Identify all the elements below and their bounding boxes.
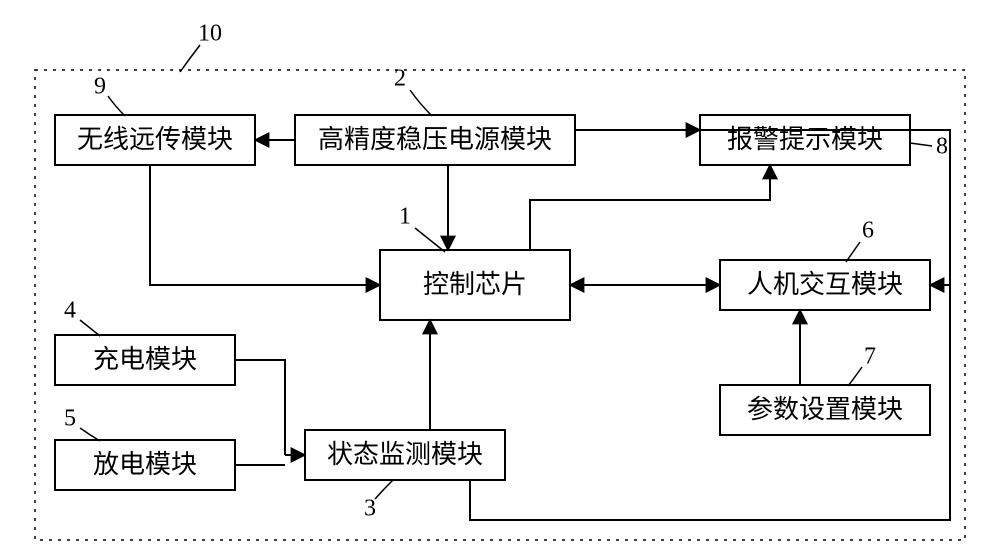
leader-n2-num: 2 (394, 66, 406, 92)
leader-n9-num: 9 (94, 74, 106, 100)
leader-outer (180, 45, 200, 72)
leader-n3 (375, 480, 393, 499)
leader-n6-num: 6 (862, 218, 874, 244)
node-n6-label: 人机交互模块 (747, 270, 903, 299)
node-n5-label: 放电模块 (93, 450, 197, 479)
node-n3-label: 状态监测模块 (327, 440, 483, 469)
leader-n4 (80, 320, 100, 336)
node-n2-label: 高精度稳压电源模块 (318, 125, 552, 154)
leader-n5-num: 5 (64, 406, 76, 432)
node-n7-label: 参数设置模块 (747, 395, 903, 424)
leader-n1 (415, 228, 445, 252)
leader-n7-num: 7 (864, 344, 876, 370)
leader-n4-num: 4 (64, 298, 76, 324)
node-n4-label: 充电模块 (93, 345, 197, 374)
node-n9-label: 无线远传模块 (77, 125, 233, 154)
leader-outer-num: 10 (198, 21, 222, 47)
leader-n3-num: 3 (364, 496, 376, 522)
leader-n9 (108, 96, 125, 116)
leader-n1-num: 1 (399, 204, 411, 230)
leader-n8 (910, 143, 932, 146)
leader-n2 (410, 90, 432, 116)
leader-n7 (848, 367, 862, 386)
leader-n8-num: 8 (936, 134, 948, 160)
node-n1-label: 控制芯片 (423, 270, 527, 299)
